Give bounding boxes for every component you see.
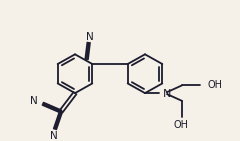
Text: OH: OH [174,120,188,130]
Text: N: N [50,131,58,141]
Text: OH: OH [208,80,223,90]
Text: N: N [163,89,171,99]
Text: N: N [86,32,94,42]
Text: N: N [30,96,38,106]
